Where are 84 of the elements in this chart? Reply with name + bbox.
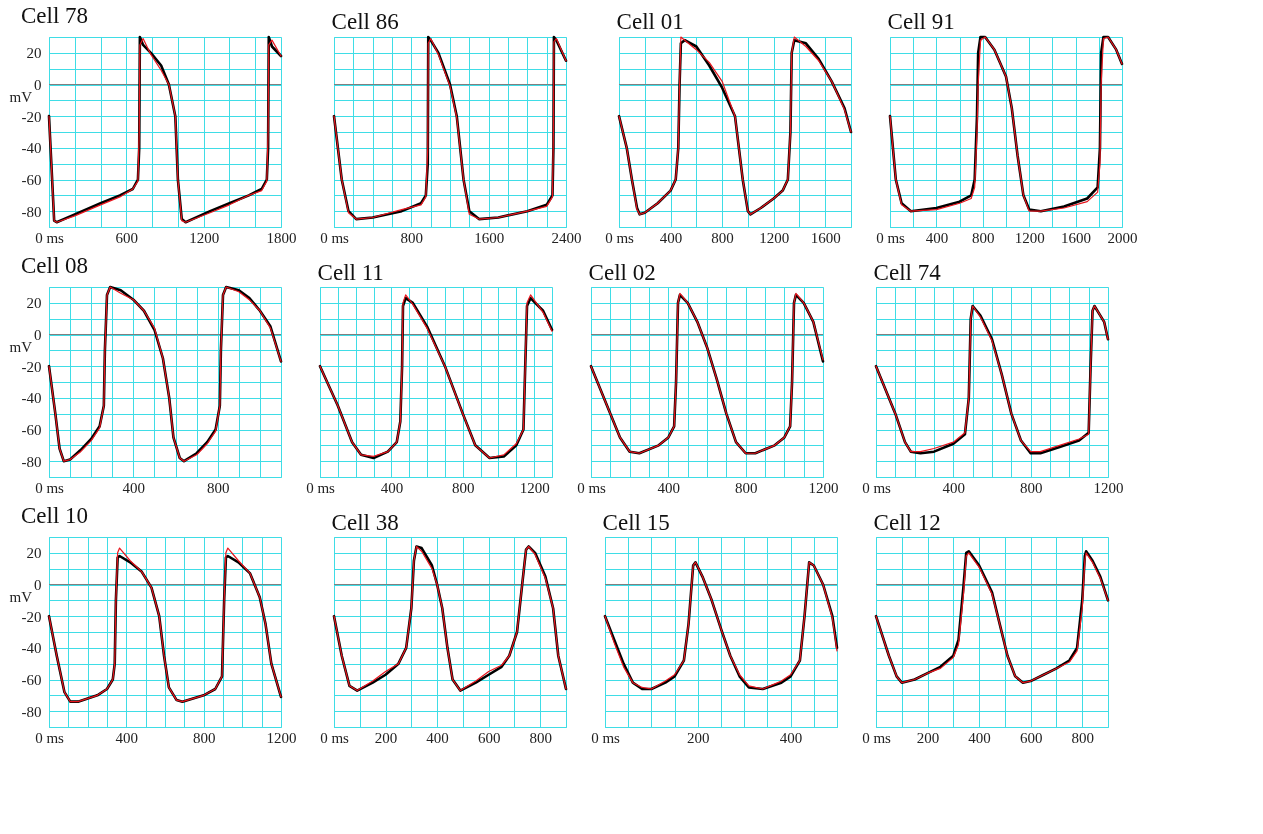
x-tick-label: 400 — [426, 729, 449, 746]
x-tick-label: 800 — [734, 479, 758, 496]
y-axis-title: mV — [9, 89, 33, 105]
x-tick-label: 400 — [657, 479, 681, 496]
x-tick-label: 1200 — [1093, 479, 1124, 496]
x-tick-label: 0 ms — [591, 729, 621, 746]
x-tick-label: 800 — [1071, 729, 1094, 746]
chart-title: Cell 12 — [873, 510, 941, 535]
x-tick-label: 0 ms — [35, 479, 65, 496]
x-tick-label: 800 — [1019, 479, 1043, 496]
y-tick-label: -60 — [21, 172, 42, 188]
y-tick-label: -80 — [21, 703, 42, 720]
y-tick-label: -20 — [21, 358, 42, 375]
chart-title: Cell 11 — [317, 260, 384, 285]
y-tick-label: -60 — [21, 672, 42, 688]
x-tick-label: 1800 — [266, 229, 297, 246]
chart-title: Cell 78 — [21, 3, 89, 28]
x-tick-label: 0 ms — [876, 229, 906, 246]
x-tick-label: 800 — [529, 729, 552, 746]
x-tick-label: 0 ms — [577, 479, 607, 496]
chart-title: Cell 86 — [331, 8, 399, 34]
x-tick-label: 400 — [380, 479, 404, 496]
chart-title: Cell 38 — [331, 510, 399, 535]
x-tick-label: 400 — [779, 729, 803, 746]
chart-title: Cell 15 — [602, 510, 670, 535]
x-tick-label: 800 — [206, 479, 230, 496]
y-tick-label: -80 — [21, 453, 42, 470]
y-tick-label: -40 — [21, 640, 42, 657]
x-tick-label: 400 — [925, 229, 949, 246]
x-tick-label: 0 ms — [862, 729, 892, 746]
x-tick-label: 800 — [192, 729, 216, 746]
x-tick-label: 1200 — [808, 479, 839, 496]
x-tick-label: 400 — [115, 729, 139, 746]
y-tick-label: 20 — [26, 545, 42, 562]
x-tick-label: 1200 — [759, 229, 790, 246]
x-tick-label: 1600 — [1061, 229, 1092, 246]
x-tick-label: 0 ms — [320, 229, 350, 246]
y-tick-label: -40 — [21, 390, 42, 407]
x-tick-label: 600 — [477, 729, 501, 746]
x-tick-label: 1600 — [810, 229, 841, 246]
y-tick-label: -20 — [21, 108, 42, 125]
x-tick-label: 400 — [122, 479, 146, 496]
x-tick-label: 400 — [942, 479, 966, 496]
y-tick-label: -40 — [21, 140, 42, 157]
x-tick-label: 400 — [659, 229, 683, 246]
x-tick-label: 1200 — [266, 729, 297, 746]
x-tick-label: 600 — [115, 229, 139, 246]
y-tick-label: 0 — [34, 77, 42, 93]
chart-title: Cell 91 — [887, 8, 955, 34]
chart-title: Cell 01 — [616, 9, 684, 35]
y-tick-label: 20 — [26, 45, 42, 62]
y-tick-label: 20 — [26, 295, 42, 312]
y-axis-title: mV — [9, 589, 33, 605]
y-tick-label: 0 — [34, 577, 42, 593]
y-tick-label: -60 — [21, 422, 42, 438]
chart-title: Cell 08 — [21, 253, 89, 278]
x-tick-label: 2400 — [551, 229, 582, 246]
x-tick-label: 800 — [711, 229, 734, 246]
x-tick-label: 0 ms — [35, 729, 65, 746]
x-tick-label: 1200 — [1014, 229, 1045, 246]
x-tick-label: 0 ms — [605, 229, 635, 246]
x-tick-label: 1200 — [519, 479, 550, 496]
x-tick-label: 2000 — [1107, 229, 1138, 246]
x-tick-label: 1200 — [189, 229, 220, 246]
x-tick-label: 200 — [916, 729, 940, 746]
x-tick-label: 800 — [400, 229, 424, 246]
chart-title: Cell 02 — [588, 260, 656, 285]
y-tick-label: -80 — [21, 203, 42, 220]
x-tick-label: 0 ms — [320, 729, 350, 746]
x-tick-label: 0 ms — [862, 479, 892, 496]
chart-title: Cell 74 — [873, 260, 942, 285]
y-tick-label: 0 — [34, 327, 42, 343]
x-tick-label: 200 — [687, 729, 710, 746]
y-tick-label: -20 — [21, 608, 42, 625]
y-axis-title: mV — [9, 339, 33, 355]
x-tick-label: 1600 — [474, 229, 505, 246]
x-tick-label: 800 — [972, 229, 995, 246]
x-tick-label: 600 — [1019, 729, 1043, 746]
chart-title: Cell 10 — [21, 503, 89, 528]
x-tick-label: 400 — [968, 729, 991, 746]
x-tick-label: 0 ms — [35, 229, 65, 246]
x-tick-label: 200 — [374, 729, 398, 746]
x-tick-label: 800 — [452, 479, 475, 496]
x-tick-label: 0 ms — [306, 479, 336, 496]
